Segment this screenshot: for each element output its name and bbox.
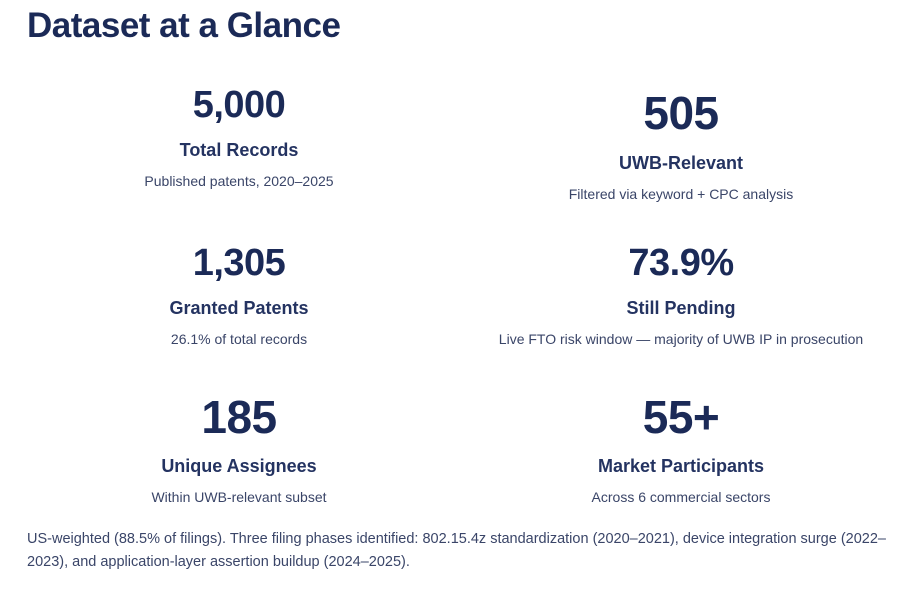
stat-value: 185 — [201, 391, 277, 443]
stat-value: 505 — [643, 87, 719, 139]
stat-value: 55+ — [642, 391, 720, 443]
stat-total-records: 5,000 Total Records Published patents, 2… — [29, 86, 449, 189]
stat-subtitle: Within UWB-relevant subset — [151, 489, 327, 505]
stat-label: Market Participants — [597, 456, 765, 476]
stat-subtitle: Live FTO risk window — majority of UWB I… — [498, 331, 864, 347]
stat-label: Granted Patents — [169, 298, 309, 318]
stat-uwb-relevant: 505 UWB-Relevant Filtered via keyword + … — [471, 90, 891, 202]
stat-subtitle: Filtered via keyword + CPC analysis — [568, 186, 794, 202]
stat-label: Unique Assignees — [161, 456, 317, 476]
stat-label: Still Pending — [626, 298, 736, 318]
stat-label: Total Records — [179, 140, 299, 160]
stat-granted-patents: 1,305 Granted Patents 26.1% of total rec… — [29, 244, 449, 347]
stat-still-pending: 73.9% Still Pending Live FTO risk window… — [471, 244, 891, 347]
stat-subtitle: Across 6 commercial sectors — [591, 489, 771, 505]
stat-value: 73.9% — [628, 242, 734, 284]
stat-label: UWB-Relevant — [618, 153, 743, 173]
stat-market-participants: 55+ Market Participants Across 6 commerc… — [471, 394, 891, 505]
stat-subtitle: Published patents, 2020–2025 — [144, 173, 334, 189]
stat-value: 1,305 — [192, 242, 286, 284]
stat-unique-assignees: 185 Unique Assignees Within UWB-relevant… — [29, 394, 449, 505]
page-title: Dataset at a Glance — [27, 6, 341, 45]
stat-subtitle: 26.1% of total records — [170, 331, 308, 347]
stat-value: 5,000 — [192, 84, 286, 126]
footnote: US-weighted (88.5% of filings). Three fi… — [27, 531, 886, 570]
